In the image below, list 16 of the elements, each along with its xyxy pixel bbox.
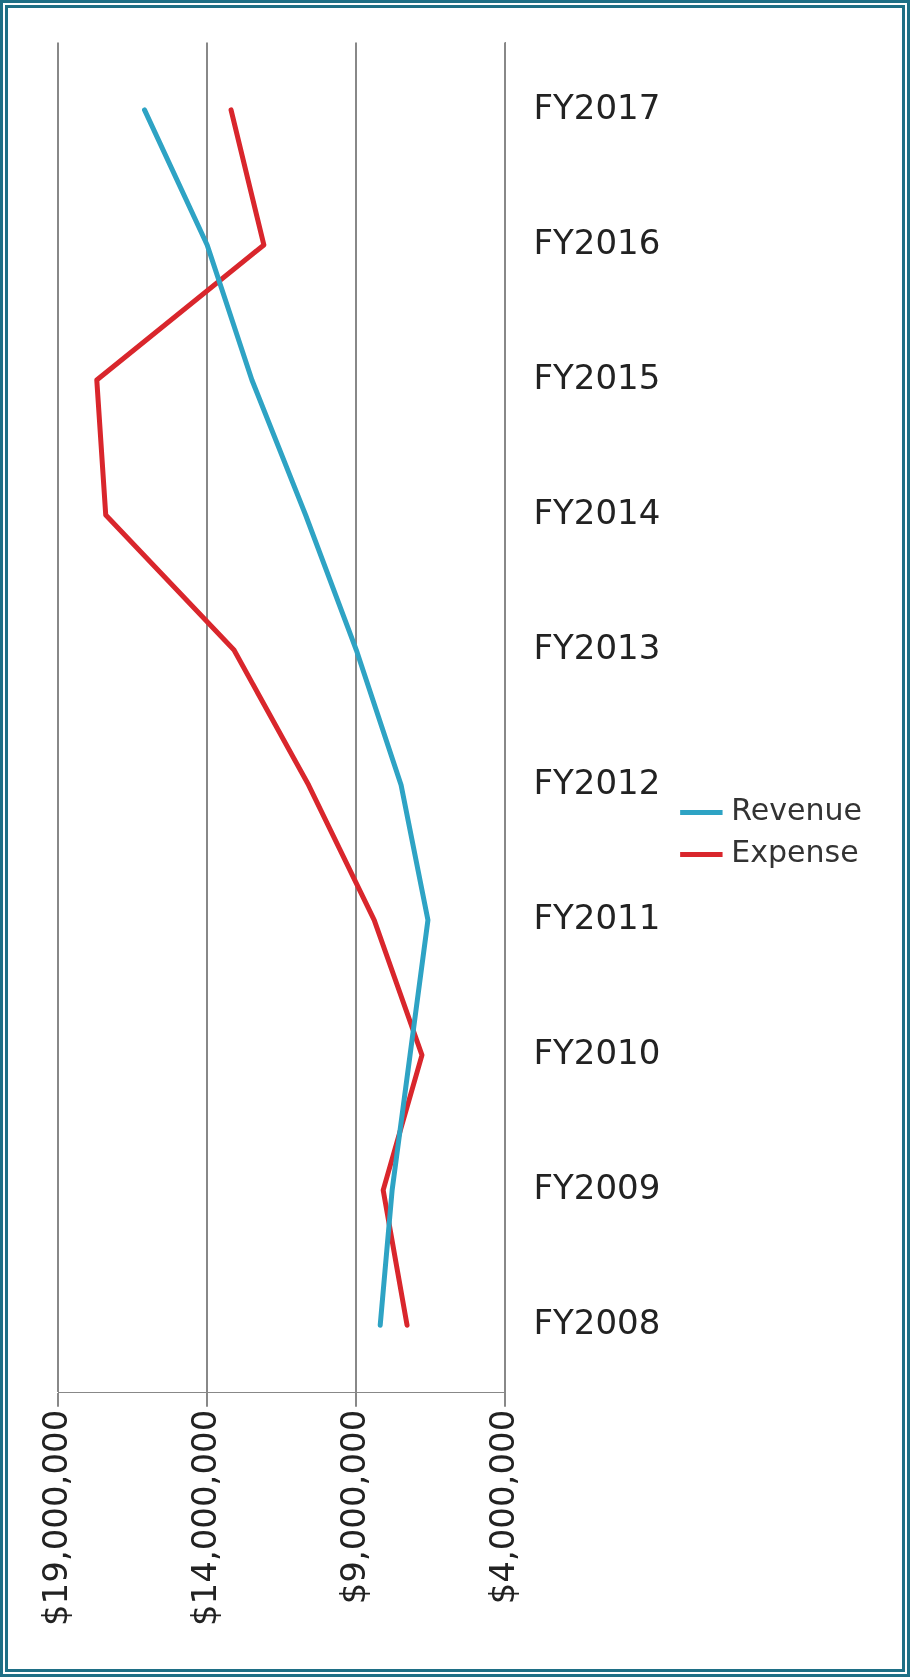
x-tick-label: $14,000,000 [183, 1409, 224, 1627]
x-tick-label: $9,000,000 [333, 1409, 374, 1605]
x-tick-label: $19,000,000 [34, 1409, 75, 1627]
y-tick-label: FY2009 [533, 1166, 661, 1207]
y-tick-label: FY2014 [533, 491, 661, 532]
y-tick-label: FY2010 [533, 1031, 661, 1072]
y-tick-label: FY2011 [533, 896, 661, 937]
y-tick-label: FY2015 [533, 356, 661, 397]
y-tick-label: FY2008 [533, 1302, 661, 1343]
y-tick-label: FY2017 [533, 86, 661, 127]
legend-label: Revenue [731, 792, 863, 828]
y-tick-label: FY2012 [533, 761, 661, 802]
x-tick-label: $4,000,000 [482, 1409, 523, 1605]
y-tick-label: FY2013 [533, 626, 661, 667]
y-tick-label: FY2016 [533, 221, 661, 262]
legend-label: Expense [731, 834, 859, 870]
